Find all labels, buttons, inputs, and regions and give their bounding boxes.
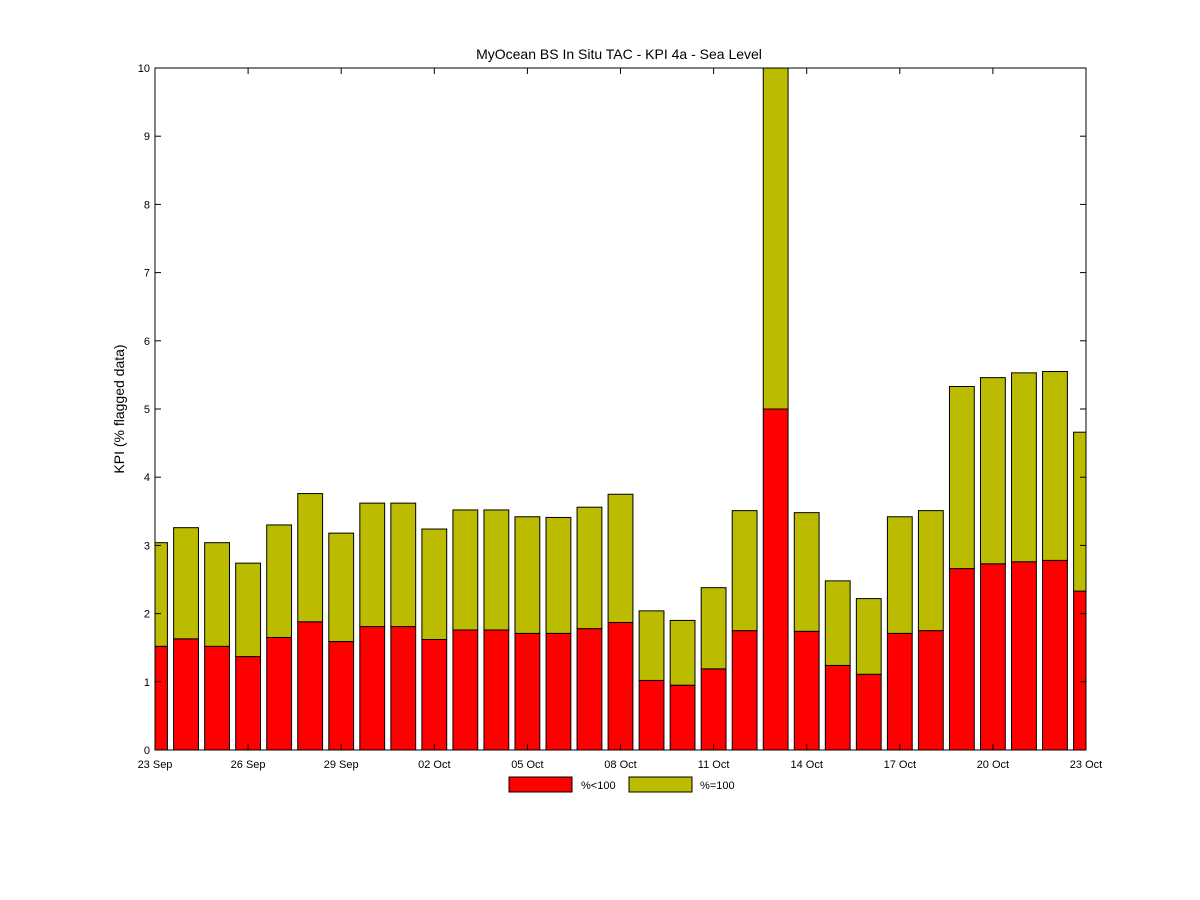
y-tick-label: 6 <box>144 336 150 348</box>
bar-segment <box>1011 561 1037 750</box>
bar-segment <box>173 527 199 640</box>
y-axis-label: KPI (% flagged data) <box>111 344 127 473</box>
legend-label-flagged-eq100: %=100 <box>700 780 735 792</box>
x-tick-label: 20 Oct <box>977 759 1009 771</box>
bar-segment <box>886 516 913 634</box>
bar-segment <box>266 636 293 750</box>
x-tick-label: 17 Oct <box>884 759 916 771</box>
bar-segment <box>917 630 944 750</box>
legend-swatch-flagged-eq100 <box>628 776 693 793</box>
bar-segment <box>328 532 355 643</box>
bar-segment <box>483 629 510 750</box>
bar-segment <box>1042 559 1068 750</box>
bar-segment <box>669 619 696 686</box>
bar-segment <box>576 506 603 630</box>
bar-segment <box>607 621 634 750</box>
bar-segment <box>948 568 975 750</box>
bar-segment <box>452 629 479 750</box>
bar-segment <box>979 563 1006 750</box>
bar-segment <box>638 679 665 750</box>
x-tick-label: 23 Sep <box>138 759 173 771</box>
bar-segment <box>1042 370 1068 561</box>
bar-segment <box>669 684 696 750</box>
y-tick-label: 4 <box>144 472 150 484</box>
bar-segment <box>948 385 975 570</box>
y-tick-label: 10 <box>138 63 150 75</box>
bar-segment <box>235 562 262 658</box>
x-axis-ticks: 23 Sep 26 Sep 29 Sep 02 Oct 05 Oct 08 Oct 11 O… <box>138 68 1102 771</box>
bars-group <box>155 68 1086 750</box>
bar-segment <box>700 587 727 670</box>
bar-segment <box>235 656 262 750</box>
y-tick-label: 2 <box>144 609 150 621</box>
bar-segment <box>1011 372 1037 563</box>
bar-segment <box>173 638 199 750</box>
bar-segment <box>297 493 324 623</box>
bar-segment <box>700 668 727 750</box>
chart-title: MyOcean BS In Situ TAC - KPI 4a - Sea Le… <box>476 46 762 62</box>
bar-segment <box>545 632 572 750</box>
bar-segment <box>514 516 541 634</box>
bar-segment <box>483 509 510 631</box>
bar-segment <box>762 68 789 410</box>
bar-segment <box>390 626 417 750</box>
bar-segment <box>607 493 634 623</box>
bar-segment <box>1073 590 1086 750</box>
bar-segment <box>204 645 230 750</box>
y-tick-label: 5 <box>144 404 150 416</box>
bar-segment <box>886 632 913 750</box>
bar-segment <box>824 664 851 750</box>
bar-segment <box>514 632 541 750</box>
y-tick-label: 1 <box>144 677 150 689</box>
x-tick-label: 05 Oct <box>511 759 543 771</box>
bar-segment <box>266 524 293 638</box>
y-tick-label: 7 <box>144 268 150 280</box>
bar-segment <box>855 673 882 750</box>
bar-segment <box>979 377 1006 565</box>
bar-segment <box>1073 431 1086 592</box>
bar-segment <box>421 639 448 750</box>
bar-segment <box>824 580 851 666</box>
bar-segment <box>638 610 665 681</box>
bar-segment <box>328 641 355 750</box>
bar-segment <box>204 542 230 647</box>
bar-segment <box>855 598 882 675</box>
x-tick-label: 29 Sep <box>324 759 359 771</box>
bar-segment <box>390 502 417 628</box>
bar-segment <box>576 628 603 750</box>
bar-segment <box>359 626 386 750</box>
bar-segment <box>917 510 944 632</box>
y-tick-label: 0 <box>144 745 150 757</box>
legend-swatch-flagged-lt100 <box>508 776 573 793</box>
bar-segment <box>359 502 386 628</box>
y-tick-label: 3 <box>144 540 150 552</box>
x-tick-label: 23 Oct <box>1070 759 1102 771</box>
bar-segment <box>545 516 572 634</box>
x-tick-label: 26 Sep <box>231 759 266 771</box>
bar-segment <box>297 621 324 750</box>
x-tick-label: 02 Oct <box>418 759 450 771</box>
bar-segment <box>421 528 448 641</box>
bar-segment <box>731 630 758 750</box>
bar-segment <box>793 512 820 632</box>
bar-segment <box>762 408 789 750</box>
y-axis-ticks: 0 1 2 3 4 5 6 7 8 9 10 <box>138 63 1086 757</box>
x-tick-label: 14 Oct <box>790 759 822 771</box>
bar-segment <box>731 510 758 632</box>
y-tick-label: 8 <box>144 199 150 211</box>
y-tick-label: 9 <box>144 131 150 143</box>
bar-segment <box>452 509 479 631</box>
bar-segment <box>793 630 820 750</box>
legend-label-flagged-lt100: %<100 <box>581 780 616 792</box>
x-tick-label: 11 Oct <box>698 759 730 771</box>
x-tick-label: 08 Oct <box>604 759 636 771</box>
legend: %<100 %=100 <box>508 776 735 793</box>
